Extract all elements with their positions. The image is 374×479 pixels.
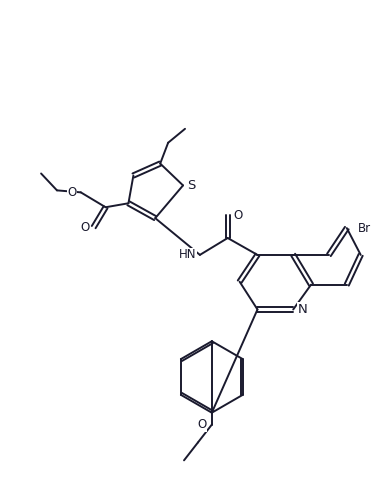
- Text: Br: Br: [358, 222, 371, 235]
- Text: O: O: [197, 418, 206, 431]
- Text: O: O: [80, 221, 89, 234]
- Text: N: N: [297, 303, 307, 316]
- Text: S: S: [187, 179, 195, 192]
- Text: O: O: [67, 186, 77, 199]
- Text: O: O: [233, 209, 242, 222]
- Text: HN: HN: [179, 249, 197, 262]
